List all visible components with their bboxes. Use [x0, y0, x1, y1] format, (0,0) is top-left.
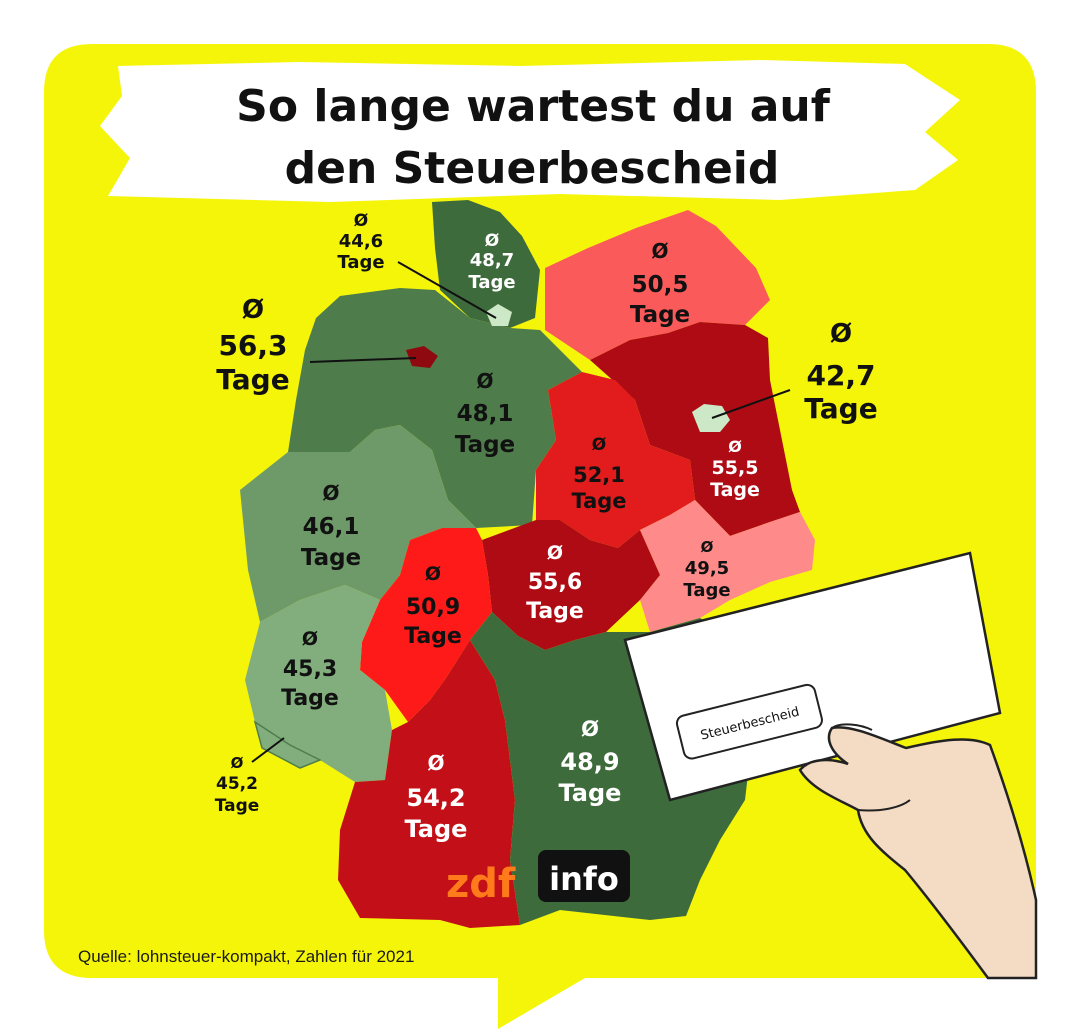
value-text: 46,1 [303, 514, 360, 540]
label-sachsen: Ø 49,5 Tage [683, 538, 730, 601]
label-hessen: Ø 50,9 Tage [404, 563, 462, 649]
label-sachsen-anhalt: Ø 52,1 Tage [571, 435, 626, 513]
callout-line-saarland [251, 737, 285, 763]
hand-icon [798, 726, 1038, 980]
unit-text: Tage [301, 545, 361, 571]
value-text: 50,9 [406, 595, 460, 620]
value-text: 52,1 [573, 463, 625, 487]
state-hamburg [486, 304, 512, 326]
unit-text: Tage [571, 489, 626, 513]
symbol-text: Ø [728, 437, 742, 456]
unit-text: Tage [468, 272, 515, 293]
unit-text: Tage [804, 392, 877, 425]
unit-text: Tage [215, 796, 260, 816]
title-line-1: So lange wartest du auf [236, 81, 831, 132]
state-saarland [253, 720, 322, 769]
state-thueringen [482, 520, 660, 650]
value-text: 44,6 [339, 231, 383, 252]
symbol-text: Ø [427, 751, 444, 775]
value-text: 48,7 [470, 250, 514, 271]
symbol-text: Ø [242, 295, 264, 325]
symbol-text: Ø [701, 538, 714, 556]
symbol-text: Ø [354, 211, 368, 231]
state-bremen [406, 346, 438, 368]
thumb-icon [831, 723, 873, 731]
value-text: 49,5 [685, 558, 729, 579]
symbol-text: Ø [547, 542, 563, 564]
label-rheinland-pfalz: Ø 45,3 Tage [281, 628, 339, 711]
value-text: 56,3 [218, 329, 287, 362]
symbol-text: Ø [425, 563, 441, 585]
value-text: 55,6 [528, 570, 582, 595]
label-thueringen: Ø 55,6 Tage [526, 542, 584, 624]
state-hessen [360, 528, 492, 722]
state-mecklenburg-vorpommern [545, 210, 770, 360]
symbol-text: Ø [581, 717, 599, 741]
callout-line-bremen [309, 357, 417, 363]
envelope-window [675, 683, 823, 760]
label-niedersachsen: Ø 48,1 Tage [455, 369, 515, 458]
unit-text: Tage [337, 252, 384, 273]
callout-line-hamburg [397, 261, 497, 319]
label-schleswig-holstein: Ø 48,7 Tage [468, 231, 515, 293]
unit-text: Tage [710, 479, 760, 501]
symbol-text: Ø [592, 435, 606, 455]
value-text: 42,7 [806, 359, 875, 392]
unit-text: Tage [281, 686, 339, 711]
label-baden-wuerttemberg: Ø 54,2 Tage [405, 751, 468, 843]
symbol-text: Ø [651, 239, 668, 263]
label-nordrhein-westfalen: Ø 46,1 Tage [301, 481, 361, 571]
value-text: 54,2 [406, 784, 465, 812]
value-text: 48,9 [560, 748, 619, 776]
symbol-text: Ø [322, 481, 339, 505]
value-text: 48,1 [457, 401, 514, 427]
label-bayern: Ø 48,9 Tage [559, 717, 622, 807]
unit-text: Tage [630, 302, 690, 328]
logo-info-box [538, 850, 630, 902]
symbol-text: Ø [830, 319, 852, 349]
label-saarland: Ø 45,2 Tage [215, 754, 260, 816]
value-text: 50,5 [632, 272, 689, 298]
unit-text: Tage [405, 815, 468, 843]
value-text: 45,3 [283, 657, 337, 682]
state-baden-wuerttemberg [338, 640, 520, 928]
label-bremen: Ø 56,3 Tage [216, 295, 289, 396]
symbol-text: Ø [476, 369, 493, 393]
symbol-text: Ø [231, 754, 244, 772]
label-mecklenburg-vorpommern: Ø 50,5 Tage [630, 239, 690, 328]
logo-info: info [549, 860, 619, 898]
state-labels: Ø 48,7 Tage Ø 44,6 Tage Ø 50,5 Tage Ø 56… [215, 211, 878, 843]
germany-map [240, 200, 815, 928]
callout-line-berlin [711, 389, 791, 419]
state-niedersachsen [288, 288, 582, 528]
label-hamburg: Ø 44,6 Tage [337, 211, 384, 273]
label-berlin: Ø 42,7 Tage [804, 319, 877, 425]
unit-text: Tage [683, 580, 730, 601]
label-brandenburg: Ø 55,5 Tage [710, 437, 760, 501]
title-banner [100, 60, 960, 202]
symbol-text: Ø [302, 628, 318, 650]
state-sachsen [640, 500, 815, 632]
unit-text: Tage [404, 624, 462, 649]
unit-text: Tage [526, 599, 584, 624]
unit-text: Tage [559, 779, 622, 807]
unit-text: Tage [216, 363, 289, 396]
state-berlin [692, 404, 730, 432]
zdfinfo-logo: zdf info [446, 850, 630, 907]
logo-zdf: zdf [446, 861, 516, 907]
value-text: 45,2 [216, 774, 258, 794]
source-note: Quelle: lohnsteuer-kompakt, Zahlen für 2… [78, 947, 414, 966]
state-brandenburg [590, 322, 800, 536]
title-line-2: den Steuerbescheid [285, 143, 780, 194]
symbol-text: Ø [485, 231, 499, 251]
unit-text: Tage [455, 432, 515, 458]
state-sachsen-anhalt [536, 372, 695, 548]
state-nordrhein-westfalen [240, 425, 476, 622]
envelope-illustration: Steuerbescheid [623, 551, 1038, 980]
state-rheinland-pfalz [245, 585, 392, 782]
finger-line [857, 799, 911, 812]
value-text: 55,5 [712, 457, 759, 479]
